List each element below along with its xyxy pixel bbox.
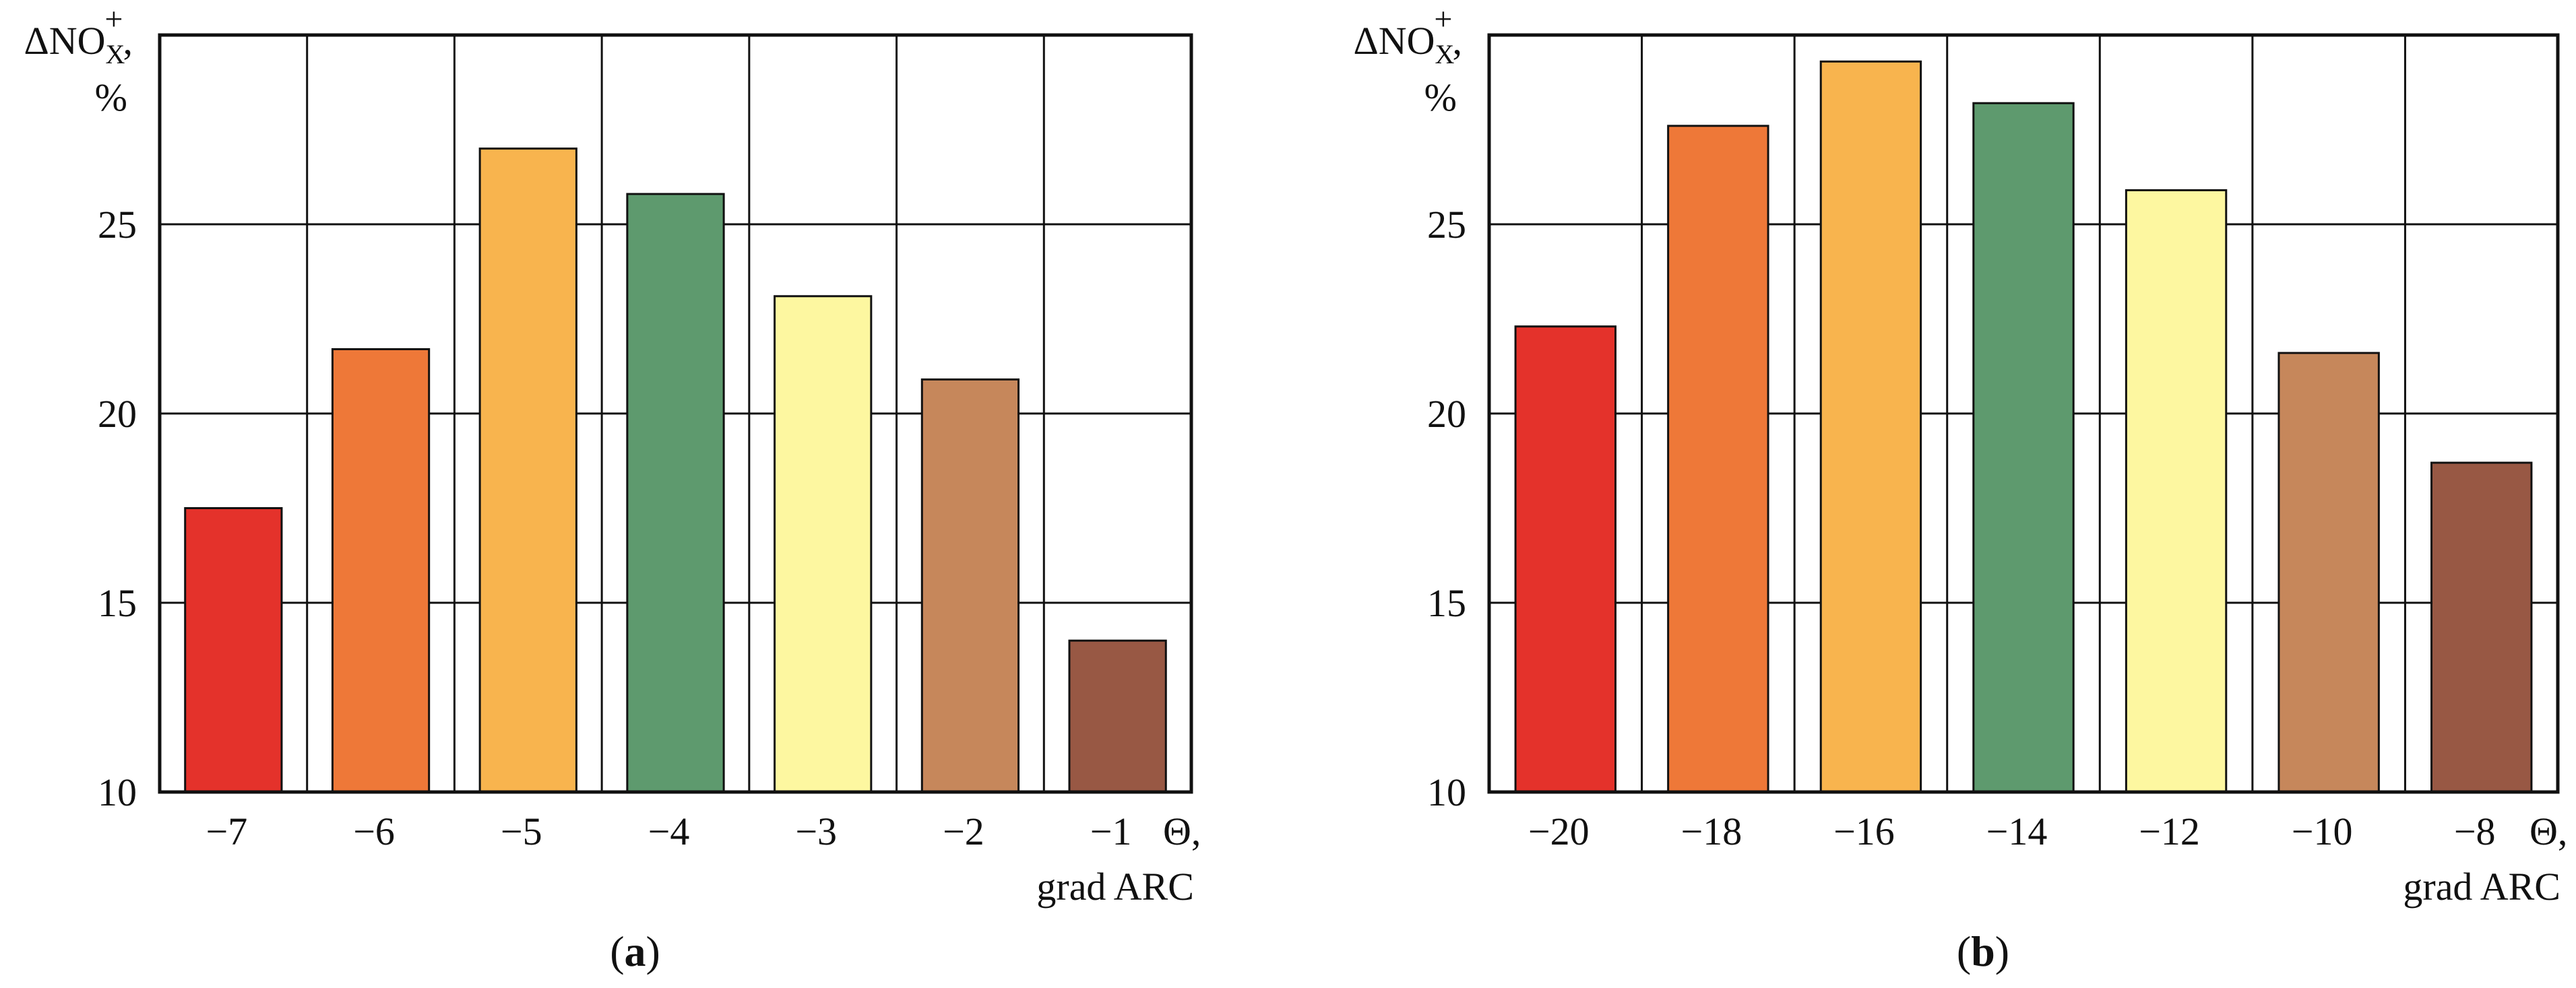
panel-letter-a: a (625, 927, 646, 975)
bar-b-2 (1667, 125, 1769, 793)
y-tick-label: 10 (98, 770, 137, 814)
x-axis-symbol-a: Θ, (1163, 810, 1201, 853)
y-label-main: ΔNO (24, 19, 105, 63)
y-label-subscript: X (1435, 39, 1455, 69)
x-tick-label: −8 (2454, 810, 2496, 853)
bar-b-4 (1972, 102, 2075, 793)
y-tick-label: 15 (1427, 581, 1466, 625)
x-axis-symbol-b: Θ, (2530, 810, 2567, 853)
bars-b (1514, 60, 2533, 793)
x-axis-unit-a: grad ARC (1036, 865, 1194, 909)
bar-a-3 (478, 147, 577, 793)
panel-label-b: (b) (1957, 927, 2009, 975)
bar-a-5 (774, 295, 873, 793)
plot-frame-b (1487, 33, 2560, 794)
bar-b-5 (2125, 189, 2228, 793)
bar-a-7 (1068, 639, 1167, 793)
bar-b-1 (1514, 325, 1616, 793)
chart-panel-b: 10 15 20 25 −20 −18 −16 −14 −12 −10 −8 ΔNOX+, % Θ… (1353, 1, 2567, 975)
x-tick-label: −18 (1680, 810, 1742, 853)
y-tick-label: 10 (1427, 770, 1466, 814)
x-tick-label: −7 (206, 810, 247, 853)
x-tick-label: −16 (1833, 810, 1895, 853)
bar-a-2 (331, 348, 431, 793)
plot-frame-a (158, 33, 1193, 794)
y-tick-label: 20 (98, 392, 137, 436)
x-axis-unit-b: grad ARC (2403, 865, 2561, 909)
bars-a (184, 147, 1167, 793)
x-tick-label: −20 (1528, 810, 1590, 853)
bar-a-4 (626, 193, 725, 793)
y-label-subscript: X (106, 39, 125, 69)
y-axis-unit-a: % (95, 75, 127, 119)
x-tick-labels-b: −20 −18 −16 −14 −12 −10 −8 (1528, 810, 2496, 853)
y-tick-label: 15 (98, 581, 137, 625)
y-axis-label-b: ΔNOX+, (1353, 1, 1462, 69)
y-label-comma: , (123, 19, 133, 63)
x-tick-label: −2 (943, 810, 984, 853)
y-axis-label-a: ΔNOX+, (24, 1, 133, 69)
x-tick-label: −12 (2139, 810, 2200, 853)
y-tick-label: 25 (98, 203, 137, 246)
y-tick-labels-b: 10 15 20 25 (1427, 203, 1466, 814)
y-label-superscript: + (104, 1, 123, 37)
bar-b-3 (1819, 60, 1922, 793)
y-label-superscript: + (1434, 1, 1452, 37)
x-tick-label: −3 (795, 810, 837, 853)
y-tick-label: 25 (1427, 203, 1466, 246)
bar-b-7 (2430, 461, 2533, 793)
y-label-main: ΔNO (1353, 19, 1435, 63)
chart-panel-a: 10 15 20 25 −7 −6 −5 −4 −3 −2 −1 ΔNOX+, % Θ, grad… (24, 1, 1201, 975)
x-tick-label: −5 (501, 810, 542, 853)
y-tick-label: 20 (1427, 392, 1466, 436)
bar-a-6 (920, 378, 1020, 793)
bar-b-6 (2277, 352, 2380, 793)
x-tick-label: −10 (2292, 810, 2353, 853)
y-label-comma: , (1453, 19, 1463, 63)
panel-letter-b: b (1971, 927, 1995, 975)
x-tick-label: −14 (1986, 810, 2048, 853)
y-tick-labels-a: 10 15 20 25 (98, 203, 137, 814)
y-axis-unit-b: % (1424, 75, 1457, 119)
x-tick-label: −6 (353, 810, 395, 853)
x-tick-labels-a: −7 −6 −5 −4 −3 −2 −1 (206, 810, 1131, 853)
x-tick-label: −4 (648, 810, 690, 853)
panel-label-a: (a) (610, 927, 660, 975)
x-tick-label: −1 (1090, 810, 1132, 853)
bar-a-1 (184, 507, 283, 793)
